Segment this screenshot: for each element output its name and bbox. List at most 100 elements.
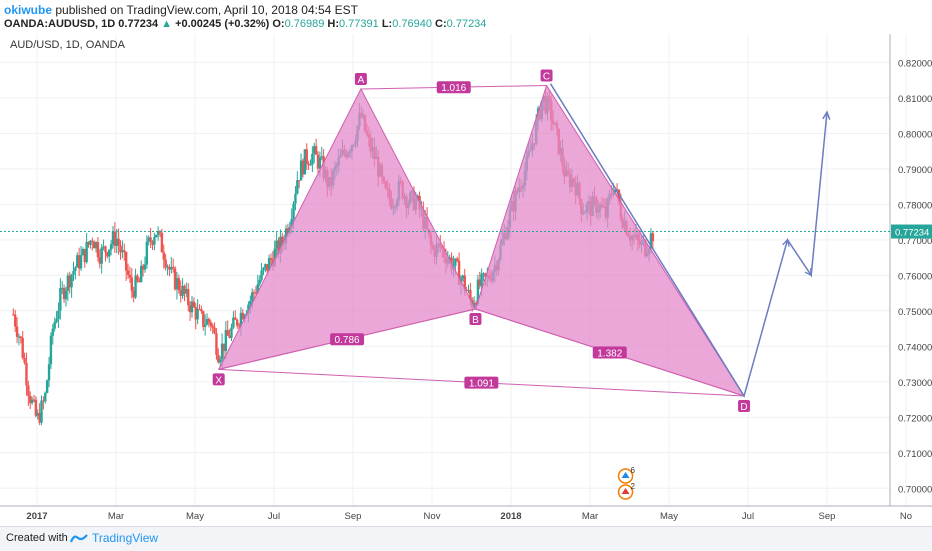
chart-area[interactable]: 1.016 0.786 1.382 1.091 X A B C D 0.82000 0.81000… [0,34,932,526]
candle-body [138,280,141,283]
candle-body [484,273,487,277]
price-tick-label: 0.82000 [898,58,932,69]
price-chart[interactable]: 1.016 0.786 1.382 1.091 X A B C D 0.82000 0.81000… [0,34,932,526]
price-change: +0.00245 (+0.32%) [175,18,270,30]
candle-body [89,240,92,245]
candle-body [119,245,122,253]
candle-body [307,163,310,165]
event-badge-count: 6 [631,466,636,475]
time-tick-label: Mar [108,511,124,522]
pattern-point-box [540,69,553,82]
pattern-point-label: X [215,375,222,386]
projection-pivot-arrow [782,238,790,247]
candle-body [281,236,284,245]
candle-body [476,279,480,304]
dividend-flag-icon[interactable]: 2 [617,482,636,500]
ratio-label-box [330,333,365,346]
pattern-point-d: D [738,399,751,413]
candle-body [17,336,21,338]
tradingview-link[interactable]: TradingView [70,531,158,545]
candle-body [27,385,30,396]
candle-body [25,362,28,386]
chart-title: AUD/USD, 1D, OANDA [10,39,126,51]
candle-body [228,335,231,338]
candle-body [226,330,229,336]
candle-body [140,265,143,283]
candle-body [149,237,152,242]
candle-body [102,246,105,248]
candle-body [299,160,303,181]
candle-body [196,308,199,320]
candle-body [91,240,94,243]
candle-body [234,317,237,320]
candle-body [47,364,51,381]
candle-body [83,249,86,263]
published-text: published on TradingView.com, April 10, … [55,3,359,17]
pattern-point-c: C [540,69,553,82]
projection-pivot-arrow [804,268,812,277]
close-label: C: [435,18,447,30]
candle-body [252,292,256,294]
price-tick-label: 0.79000 [898,165,932,176]
candle-body [296,180,299,194]
candle-body [53,322,56,329]
current-price-text: 0.77234 [895,228,929,239]
candle-body [316,154,320,169]
candle-body [55,318,58,323]
candle-body [160,232,164,253]
ratio-label-text: 1.091 [469,379,494,390]
candle-body [111,231,115,245]
time-tick-label: Jul [742,511,754,522]
candle-body [94,242,98,249]
candle-body [292,203,295,219]
candle-body [168,266,171,270]
price-tick-label: 0.81000 [898,94,932,105]
candle-body [264,264,267,269]
candle-body [145,241,149,265]
pattern-point-b: B [469,313,482,326]
candle-body [130,277,133,291]
candle-body [269,258,273,260]
candle-body [222,343,226,352]
candle-body [224,330,228,352]
candle-body [173,268,177,290]
candle-body [235,319,239,326]
candle-body [29,395,32,404]
candle-body [211,325,214,328]
candle-body [469,289,472,300]
tradingview-logo-icon [70,534,88,543]
candle-body [175,278,179,290]
candle-body [151,241,154,245]
candle-body [194,306,197,320]
candle-body [472,302,476,308]
candle-body [38,412,41,423]
candle-body [117,238,120,246]
event-badge-count: 2 [631,482,636,491]
candle-body [237,325,241,327]
author-link[interactable]: okiwube [4,3,53,17]
candle-body [303,149,307,175]
ratio-label: 1.382 [592,346,627,360]
candle-body [273,248,276,267]
candle-body [15,326,19,337]
candle-body [115,238,118,246]
candle-body [141,265,145,270]
candle-body [241,312,244,320]
candle-body [478,279,481,287]
pattern-point-x: X [212,373,225,386]
candle-body [34,399,38,416]
pattern-point-box [354,73,367,86]
candle-body [21,338,24,358]
candle-body [290,218,293,228]
candle-body [143,264,147,270]
candle-body [187,288,190,306]
earnings-flag-icon[interactable]: 6 [617,466,636,484]
price-tick-label: 0.76000 [898,271,932,282]
time-tick-label: Jul [268,511,280,522]
created-with-text: Created with [6,532,68,544]
candle-body [70,274,73,288]
candle-body [85,241,88,263]
pattern-point-label: A [358,75,365,86]
candle-body [219,359,222,363]
candle-body [230,327,233,338]
